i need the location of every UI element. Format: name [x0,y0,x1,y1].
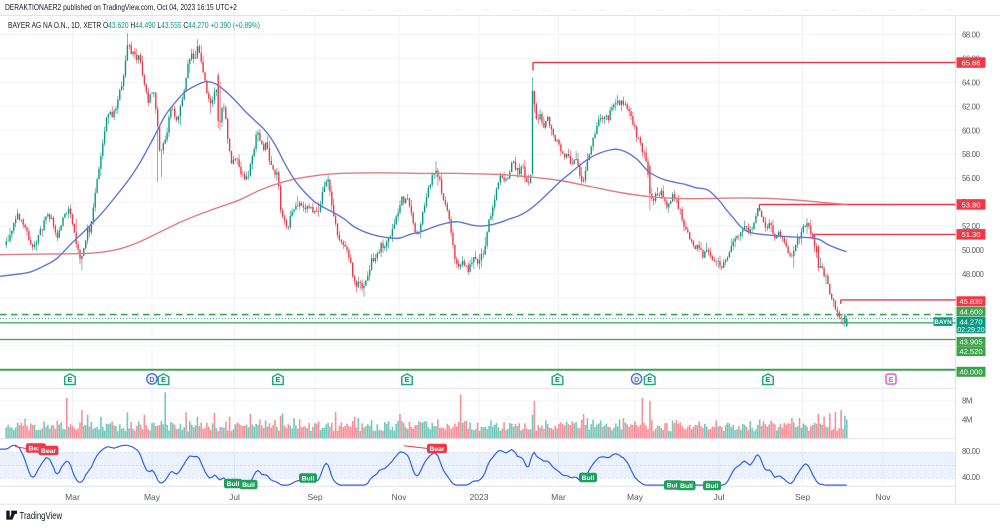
svg-text:50.000: 50.000 [962,246,985,255]
svg-text:Bull: Bull [667,482,680,489]
svg-text:4M: 4M [962,416,972,425]
svg-text:May: May [627,492,644,502]
svg-text:Nov: Nov [875,492,891,502]
svg-text:80.00: 80.00 [962,447,981,456]
svg-text:Bull: Bull [680,483,693,490]
svg-text:DERAKTIONAER2 published on Tra: DERAKTIONAER2 published on TradingView.c… [5,2,237,12]
svg-text:45.830: 45.830 [959,297,982,306]
svg-text:48.000: 48.000 [962,270,985,279]
svg-text:8M: 8M [962,397,972,406]
svg-text:Mar: Mar [551,492,566,502]
svg-text:Bull: Bull [706,483,719,490]
svg-text:May: May [144,492,161,502]
svg-text:Sep: Sep [795,492,810,502]
svg-text:TradingView: TradingView [20,510,63,521]
svg-text:E: E [555,377,560,384]
svg-text:E: E [276,377,281,384]
svg-text:56.00: 56.00 [962,174,981,183]
svg-text:Mar: Mar [65,492,80,502]
svg-text:Bull: Bull [227,481,240,488]
svg-text:Bull: Bull [582,475,595,482]
svg-text:Sep: Sep [307,492,322,502]
svg-text:Bull: Bull [242,482,255,489]
svg-text:44.600: 44.600 [959,307,982,316]
svg-text:64.00: 64.00 [962,78,981,87]
svg-text:51.30: 51.30 [961,230,980,239]
svg-text:44.270: 44.270 [959,317,982,326]
svg-text:43.905: 43.905 [959,337,982,346]
svg-text:E: E [889,377,894,384]
svg-text:40.00: 40.00 [962,473,981,482]
svg-text:E: E [405,377,410,384]
svg-text:65.66: 65.66 [961,58,980,67]
svg-text:42.520: 42.520 [959,347,982,356]
svg-text:Jul: Jul [714,492,725,502]
svg-text:Jul: Jul [229,492,240,502]
svg-text:62.00: 62.00 [962,102,981,111]
svg-text:BAYER AG NA O.N., 1D, XETR O43: BAYER AG NA O.N., 1D, XETR O43.620 H44.4… [8,20,260,30]
svg-text:Bear: Bear [429,446,444,453]
svg-text:E: E [766,377,771,384]
svg-text:68.00: 68.00 [962,31,981,40]
svg-text:BAYN: BAYN [934,319,952,326]
svg-text:Bull: Bull [302,475,315,482]
svg-text:52.00: 52.00 [962,222,981,231]
svg-text:Bear: Bear [28,445,43,452]
svg-text:E: E [161,377,166,384]
svg-text:53.80: 53.80 [961,200,980,209]
svg-text:40.000: 40.000 [959,368,982,377]
svg-text:D: D [634,377,639,384]
svg-text:60.00: 60.00 [962,126,981,135]
svg-text:58.00: 58.00 [962,150,981,159]
svg-text:2023: 2023 [470,492,489,502]
svg-text:E: E [68,377,73,384]
svg-text:D: D [149,377,154,384]
svg-text:E: E [647,377,652,384]
svg-text:02:29:20: 02:29:20 [957,327,984,334]
svg-text:Bear: Bear [41,448,56,455]
svg-text:Nov: Nov [391,492,407,502]
